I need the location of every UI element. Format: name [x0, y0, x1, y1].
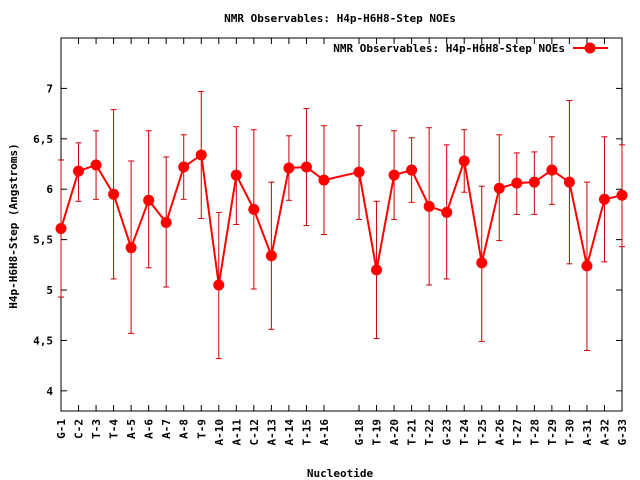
data-point — [55, 223, 67, 235]
x-tick-label: C-12 — [248, 419, 261, 446]
x-tick-label: A-20 — [388, 419, 401, 446]
plot-frame — [60, 37, 623, 412]
y-tick-label: 7 — [46, 82, 53, 95]
y-tick-label: 5,5 — [33, 234, 53, 247]
data-point — [371, 264, 383, 276]
x-tick-label: T-15 — [300, 419, 313, 446]
data-point — [458, 155, 470, 167]
data-point — [493, 182, 505, 194]
errorbars — [58, 90, 625, 360]
x-tick-label: A-14 — [283, 419, 296, 446]
data-point — [195, 149, 207, 161]
data-point — [90, 159, 102, 171]
data-point — [160, 216, 172, 228]
data-point — [143, 194, 155, 206]
data-point — [581, 260, 593, 272]
x-tick-label: A-31 — [581, 419, 594, 446]
x-tick-label: G-18 — [353, 419, 366, 446]
data-point — [248, 203, 260, 215]
series-line — [60, 153, 623, 286]
x-tick-label: G-1 — [55, 419, 68, 439]
data-point — [528, 176, 540, 188]
x-tick-label: A-26 — [493, 419, 506, 446]
data-points — [55, 149, 628, 291]
y-tick-label: 4,5 — [33, 334, 53, 347]
data-point — [598, 193, 610, 205]
x-tick-label: T-28 — [528, 419, 541, 446]
x-axis-label: Nucleotide — [307, 467, 374, 480]
data-point — [388, 169, 400, 181]
data-point — [423, 200, 435, 212]
data-point — [406, 164, 418, 176]
x-tick-label: G-23 — [441, 419, 454, 446]
series-line — [60, 153, 623, 286]
x-tick-label: T-9 — [195, 419, 208, 439]
x-tick-label: A-8 — [178, 419, 191, 439]
data-point — [230, 169, 242, 181]
x-tick-label: T-30 — [563, 419, 576, 446]
data-point — [441, 206, 453, 218]
x-tick-label: A-16 — [318, 419, 331, 446]
data-point — [178, 161, 190, 173]
legend-marker — [584, 42, 596, 54]
legend: NMR Observables: H4p-H6H8-Step NOEs — [333, 42, 608, 55]
data-point — [616, 189, 628, 201]
y-tick-label: 6 — [46, 183, 53, 196]
legend-label: NMR Observables: H4p-H6H8-Step NOEs — [333, 42, 565, 55]
y-tick-label: 4 — [46, 385, 53, 398]
x-tick-label: A-32 — [598, 419, 611, 446]
data-point — [546, 164, 558, 176]
data-point — [108, 188, 120, 200]
x-tick-label: T-22 — [423, 419, 436, 446]
x-tick-label: A-13 — [265, 419, 278, 446]
data-point — [283, 162, 295, 174]
data-point — [125, 242, 137, 254]
x-tick-label: T-3 — [90, 419, 103, 439]
x-axis-ticks: G-1 C-2 T-3 T-4 A-5 A-6 A-7 A-8 T-9 A-10 A-11 C-12 A… — [55, 38, 629, 446]
x-tick-label: A-7 — [160, 419, 173, 439]
data-point — [73, 165, 85, 177]
y-axis-label: H4p-H6H8-Step (Angstroms) — [7, 143, 20, 309]
y-tick-label: 6,5 — [33, 133, 53, 146]
x-tick-label: T-4 — [108, 419, 121, 439]
data-point — [213, 279, 225, 291]
data-point — [511, 177, 523, 189]
data-point — [563, 176, 575, 188]
x-tick-label: T-21 — [406, 419, 419, 446]
x-tick-label: A-5 — [125, 419, 138, 439]
x-tick-label: G-33 — [616, 419, 629, 446]
x-tick-label: T-25 — [476, 419, 489, 446]
data-point — [265, 250, 277, 262]
x-tick-label: A-6 — [143, 419, 156, 439]
x-tick-label: A-10 — [213, 419, 226, 446]
plot-area — [60, 37, 623, 412]
x-tick-label: T-27 — [511, 419, 524, 446]
y-axis-ticks: 4 4,5 5 5,5 6 6,5 7 — [33, 82, 622, 398]
chart-title: NMR Observables: H4p-H6H8-Step NOEs — [224, 12, 456, 25]
data-point — [476, 257, 488, 269]
x-tick-label: T-19 — [371, 419, 384, 446]
x-tick-label: T-24 — [458, 419, 471, 446]
y-tick-label: 5 — [46, 284, 53, 297]
x-tick-label: T-29 — [546, 419, 559, 446]
x-tick-label: C-2 — [73, 419, 86, 439]
data-point — [300, 161, 312, 173]
data-point — [318, 174, 330, 186]
x-tick-label: A-11 — [230, 419, 243, 446]
data-point — [353, 166, 365, 178]
